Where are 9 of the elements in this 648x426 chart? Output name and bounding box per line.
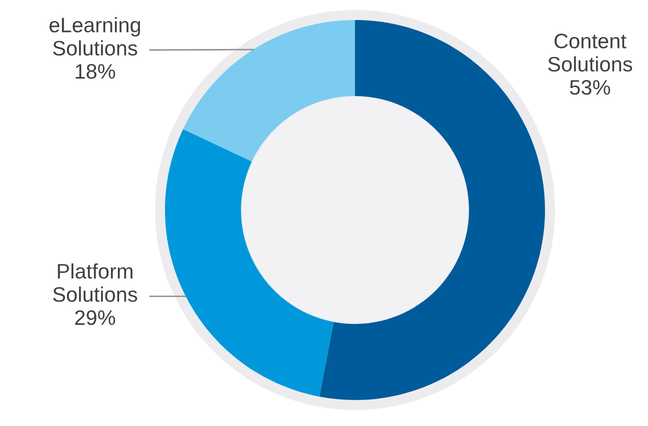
- data-label: 18%: [76, 64, 116, 79]
- slice-label: Platform Solutions: [53, 263, 138, 302]
- data-label: 53%: [570, 80, 610, 95]
- donut-slice: [183, 20, 355, 162]
- donut-slice: [319, 20, 545, 400]
- slice-label: Content Solutions: [548, 34, 632, 72]
- donut-slice: [165, 129, 334, 397]
- slice-label: eLearning Solutions: [50, 17, 140, 56]
- data-label: 29%: [75, 310, 116, 326]
